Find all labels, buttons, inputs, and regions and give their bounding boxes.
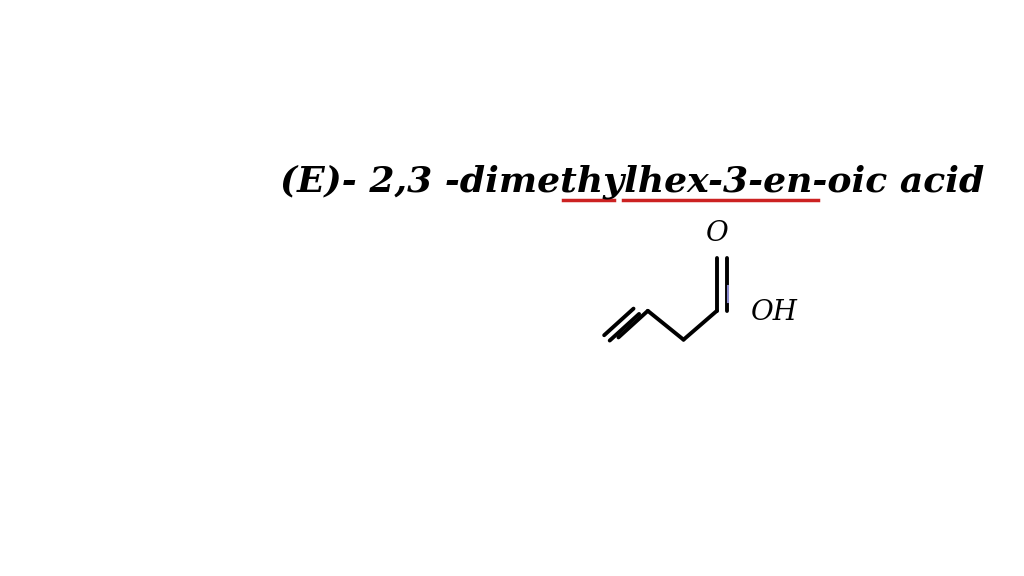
Text: (E)- 2,3 -dimethylhex-3-en-oic acid: (E)- 2,3 -dimethylhex-3-en-oic acid [280,165,984,199]
Text: OH: OH [751,299,798,325]
Text: O: O [706,219,728,247]
